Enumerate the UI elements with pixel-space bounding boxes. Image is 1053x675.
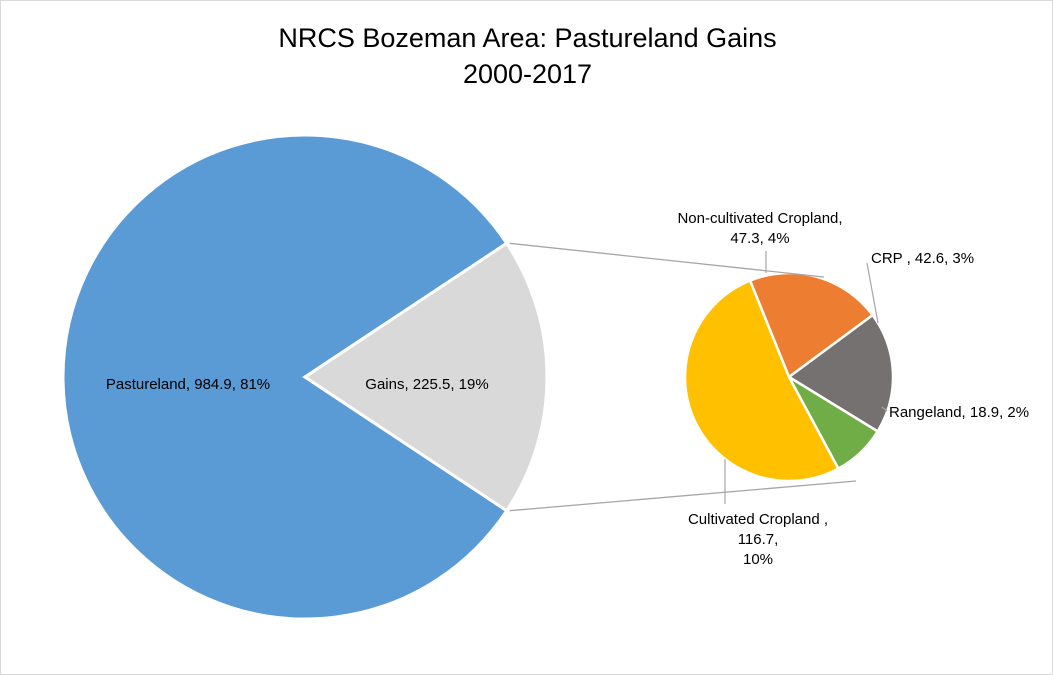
chart-title: NRCS Bozeman Area: Pastureland Gains [278, 23, 777, 53]
slice-crp [786, 313, 895, 434]
slice-non-cultivated-cropland [748, 271, 875, 379]
slice-pastureland [61, 133, 509, 621]
pastureland-label: Pastureland, 984.9, 81% [106, 376, 270, 393]
gains-label: Gains, 225.5, 19% [365, 376, 488, 393]
connector-line-top [509, 242, 825, 278]
leader-crp [866, 262, 879, 324]
slice-gains [302, 241, 549, 513]
non-cultivated-cropland-label: Non-cultivated Cropland, 47.3, 4% [677, 210, 842, 247]
crp-label: CRP , 42.6, 3% [871, 250, 974, 267]
connector-line-bottom [509, 480, 857, 512]
leader-rangeland [881, 406, 888, 412]
rangeland-label: Rangeland, 18.9, 2% [889, 404, 1029, 421]
slice-cultivated-cropland [683, 278, 841, 483]
cultivated-cropland-label: Cultivated Cropland , 116.7, 10% [688, 511, 828, 568]
chart-subtitle: 2000-2017 [462, 59, 593, 89]
